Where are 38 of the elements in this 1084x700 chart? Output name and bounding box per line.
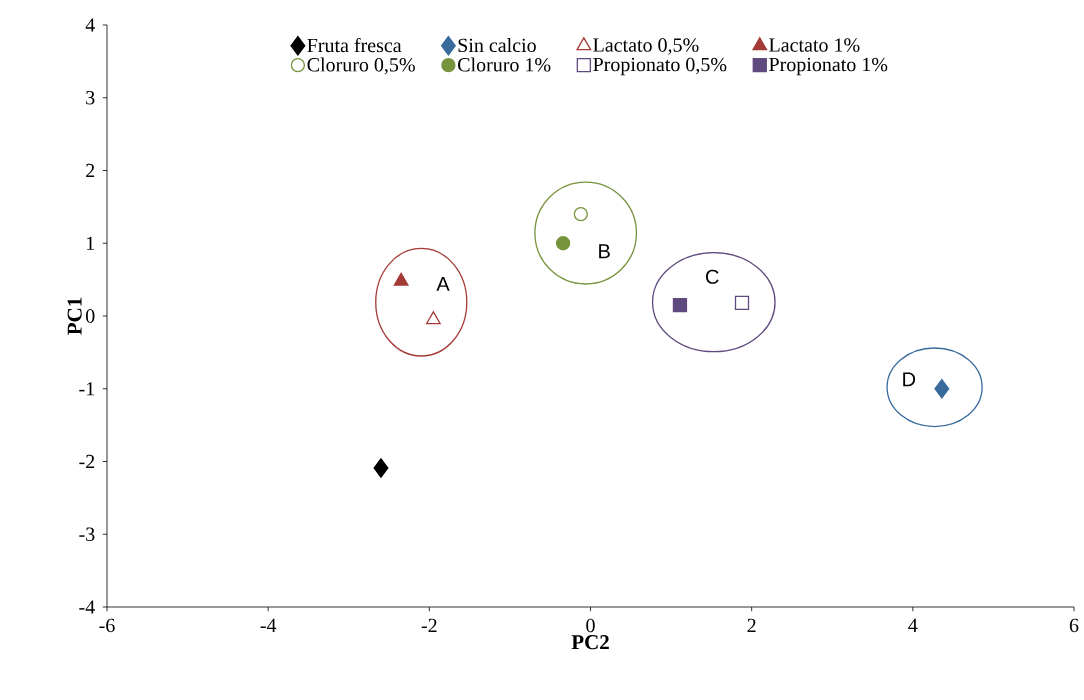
legend-label: Propionato 1%	[769, 57, 888, 76]
annotation: C	[705, 269, 719, 284]
y-tick-label: -4	[79, 600, 95, 614]
x-axis-title: PC2	[571, 635, 609, 650]
x-tick-label: -4	[260, 618, 277, 632]
legend-label: Propionato 0,5%	[593, 57, 727, 76]
x-tick-label: 6	[1069, 618, 1079, 633]
legend-label: Fruta fresca	[307, 37, 402, 53]
y-tick-label: -2	[79, 454, 95, 469]
x-tick-label: -2	[421, 618, 437, 633]
y-tick-label: 3	[86, 91, 95, 105]
y-tick-label: 2	[86, 163, 95, 178]
legend-label: Sin calcio	[458, 38, 536, 53]
annotation: D	[903, 372, 916, 387]
legend-label: Cloruro 0,5%	[307, 57, 415, 75]
y-tick-label: 0	[85, 309, 95, 323]
annotation: B	[599, 244, 610, 259]
y-tick-label: -1	[79, 382, 95, 396]
y-axis-title: PC1	[67, 297, 82, 335]
point	[393, 272, 409, 286]
point	[734, 295, 750, 311]
y-tick-label: 4	[85, 18, 95, 32]
point	[425, 311, 441, 325]
annotation: A	[436, 277, 450, 291]
legend-label: Lactato 0,5%	[593, 38, 699, 55]
x-tick-label: 0	[586, 618, 595, 633]
point	[373, 458, 389, 478]
legend-label: Lactato 1%	[769, 38, 860, 52]
x-tick-label: -6	[99, 618, 115, 633]
x-tick-label: 2	[747, 618, 756, 633]
y-tick-label: 1	[86, 236, 95, 250]
x-tick-label: 4	[908, 618, 918, 632]
point	[555, 236, 571, 251]
y-tick-label: -3	[79, 527, 95, 541]
point	[934, 379, 950, 399]
legend-label: Cloruro 1%	[458, 57, 551, 72]
point	[672, 297, 688, 313]
point	[573, 206, 588, 222]
